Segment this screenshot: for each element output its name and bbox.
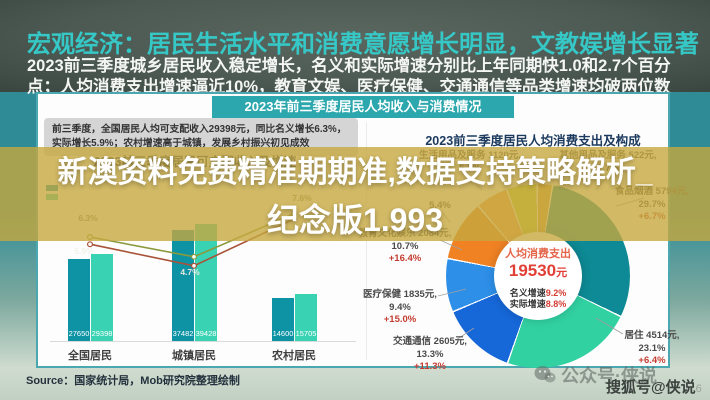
bar-value-label: 27650 [68,329,90,338]
wechat-watermark-text: 公众号·侠说 [561,366,657,386]
bar-category-label: 全国居民 [68,350,112,362]
page-number: 6 [695,383,702,395]
panel-divider [366,122,367,360]
bar-income-2023-bar [295,294,317,341]
sohu-watermark: 搜狐号@侠说6 [606,379,702,396]
growth-point-label: 4.7% [180,267,200,277]
bar-value-label: 37482 [172,329,194,338]
donut-real-growth: 实际增速8.8% [509,299,567,309]
watermark-overlay: 新澳资料免费精准期期准,数据支持策略解析_ 纪念版1.993 [0,147,710,241]
page-title: 宏观经济：居民生活水平和消费意愿增长明显，文教娱增长显著 [27,31,699,58]
wechat-icon [534,366,556,383]
bar-value-label: 39428 [195,329,217,338]
bar-income-2023-bar [91,254,113,341]
donut-center: 人均消费支出 19530元 名义增速9.2% 实际增速8.8% [494,232,582,320]
bar-income-prev-bar [172,230,194,341]
report-banner-title: 2023年前三季度居民人均收入与消费情况 [212,96,514,118]
watermark-overlay-line2: 纪念版1.993 [266,202,444,238]
wechat-watermark: 公众号·侠说 [534,362,657,388]
bar-income-prev-bar [272,298,294,341]
source-note: Source：国家统计局，Mob研究院整理绘制 [26,375,240,387]
pie-slice-label: 居住 4514元, 23.1% +6.4% [624,330,680,366]
bar-income-2023-bar [195,224,217,341]
bar-chart-axis [50,341,356,342]
bar-category-label: 城镇居民 [172,350,216,362]
right-chart-title: 2023前三季度居民人均消费支出及构成 [425,134,641,148]
header-band: 宏观经济：居民生活水平和消费意愿增长明显，文教娱增长显著 2023前三季度城乡居… [0,0,710,96]
bar-income-prev-bar [68,259,90,341]
donut-nominal-growth: 名义增速9.2% [509,288,567,298]
watermark-overlay-line1: 新澳资料免费精准期期准,数据支持策略解析_ [57,156,653,189]
pie-slice-label: 交通通信 2605元, 13.3% +11.3% [393,336,467,372]
pie-slice-label: 医疗保健 1835元, 9.4% +15.0% [363,289,437,325]
bar-value-label: 15705 [295,329,317,338]
bar-value-label: 14600 [272,329,294,338]
donut-center-value: 19530元 [508,261,568,280]
growth-point-label: 5.9% [74,246,94,256]
page-subtitle: 2023前三季度城乡居民收入稳定增长，名义和实际增速分别比上年同期快1.0和2.… [27,57,671,96]
donut-center-label: 人均消费支出 [505,248,571,260]
bar-value-label: 29398 [91,329,113,338]
bar-category-label: 农村居民 [272,350,316,362]
